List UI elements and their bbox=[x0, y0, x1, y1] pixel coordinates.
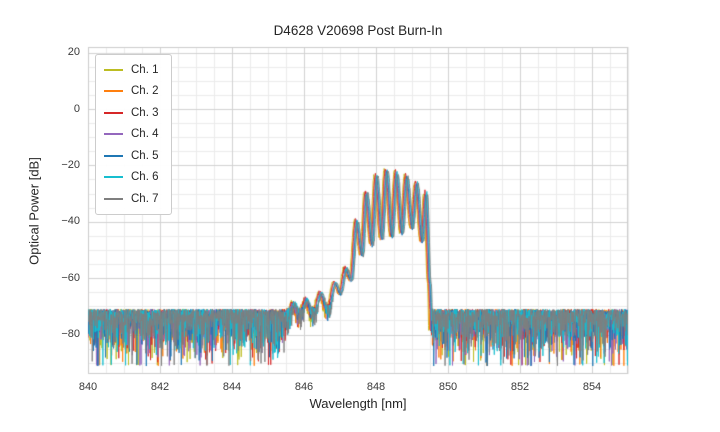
legend-label: Ch. 6 bbox=[131, 171, 159, 184]
legend-swatch bbox=[104, 133, 123, 136]
legend-swatch bbox=[104, 154, 123, 157]
x-tick-label: 852 bbox=[510, 381, 530, 393]
legend-label: Ch. 3 bbox=[131, 106, 159, 119]
legend-item: Ch. 7 bbox=[104, 188, 159, 210]
legend-label: Ch. 1 bbox=[131, 63, 159, 76]
legend-item: Ch. 3 bbox=[104, 102, 159, 124]
legend-swatch bbox=[104, 197, 123, 200]
y-tick-label: −80 bbox=[61, 328, 80, 341]
x-axis-label: Wavelength [nm] bbox=[309, 396, 407, 411]
legend-item: Ch. 4 bbox=[104, 124, 159, 146]
x-tick-label: 842 bbox=[150, 381, 170, 393]
legend-swatch bbox=[104, 111, 123, 114]
y-tick-label: −20 bbox=[61, 158, 80, 171]
y-tick-label: −60 bbox=[61, 271, 80, 284]
x-tick-label: 850 bbox=[438, 381, 458, 393]
x-tick-label: 844 bbox=[222, 381, 242, 393]
x-tick-label: 840 bbox=[78, 381, 98, 393]
x-tick-label: 854 bbox=[582, 381, 602, 393]
legend-item: Ch. 2 bbox=[104, 81, 159, 103]
y-tick-label: 0 bbox=[73, 102, 80, 115]
legend-item: Ch. 5 bbox=[104, 145, 159, 167]
legend-label: Ch. 2 bbox=[131, 85, 159, 98]
legend-label: Ch. 4 bbox=[131, 128, 159, 141]
y-axis-label: Optical Power [dB] bbox=[26, 157, 42, 265]
y-tick-label: −40 bbox=[61, 215, 80, 228]
legend-swatch bbox=[104, 176, 123, 179]
legend: Ch. 1 Ch. 2 Ch. 3 Ch. 4 Ch. 5 Ch. 6 Ch. 7 bbox=[95, 54, 172, 215]
x-tick-label: 848 bbox=[366, 381, 386, 393]
y-tick-label: 20 bbox=[67, 46, 80, 59]
chart-title: D4628 V20698 Post Burn-In bbox=[273, 23, 443, 38]
legend-item: Ch. 6 bbox=[104, 167, 159, 189]
legend-swatch bbox=[104, 68, 123, 71]
legend-label: Ch. 7 bbox=[131, 192, 159, 205]
legend-label: Ch. 5 bbox=[131, 149, 159, 162]
legend-swatch bbox=[104, 90, 123, 93]
legend-item: Ch. 1 bbox=[104, 59, 159, 81]
x-tick-label: 846 bbox=[294, 381, 314, 393]
